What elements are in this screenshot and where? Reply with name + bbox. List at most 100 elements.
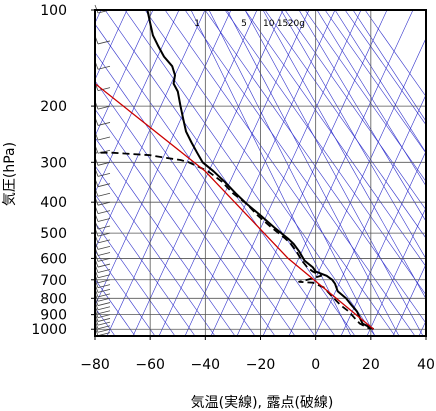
x-tick-label: −80 xyxy=(80,357,110,373)
wind-barb-staff xyxy=(97,284,111,289)
wind-barb-staff xyxy=(97,274,111,279)
bg-line-negative xyxy=(364,10,426,97)
bg-line-steep xyxy=(298,10,426,222)
bg-line-negative xyxy=(95,52,296,336)
wind-barb-staff xyxy=(97,279,111,284)
bg-line-negative xyxy=(95,108,256,336)
wind-barb-staff xyxy=(97,218,111,222)
x-tick-label: −60 xyxy=(135,357,165,373)
bg-line-positive xyxy=(106,10,258,336)
y-axis-title: 気圧(hPa) xyxy=(2,142,18,206)
wind-barb-staff xyxy=(97,269,111,273)
wind-barb-staff xyxy=(97,122,111,126)
bg-line-negative xyxy=(95,165,216,336)
wind-barb-staff xyxy=(97,318,111,322)
wind-barb-staff xyxy=(97,252,111,256)
bg-line-negative xyxy=(104,10,336,336)
wind-barb-staff xyxy=(97,136,111,141)
bg-line-negative xyxy=(324,10,426,154)
wind-barb-staff xyxy=(97,149,111,154)
y-tick-label: 900 xyxy=(40,308,67,324)
x-tick-label: 40 xyxy=(417,357,435,373)
x-tick-label: 20 xyxy=(362,357,380,373)
bg-line-steep xyxy=(280,10,426,260)
wind-barb-staff xyxy=(97,263,111,268)
bg-line-negative xyxy=(344,10,426,126)
mixing-ratio-label: 15 xyxy=(277,19,288,29)
wind-barb-staff xyxy=(97,65,111,70)
bg-line-negative xyxy=(264,10,426,239)
bg-line-negative xyxy=(95,278,136,336)
wind-barb-staff xyxy=(97,288,111,293)
bg-line-positive xyxy=(366,207,426,336)
y-tick-label: 400 xyxy=(40,195,67,211)
bg-line-positive xyxy=(340,150,426,336)
bg-line-steep xyxy=(334,10,426,154)
bg-line-negative xyxy=(95,222,176,336)
bg-line-positive xyxy=(210,10,362,336)
bg-line-negative xyxy=(95,80,276,336)
wind-barb-staff xyxy=(97,192,111,197)
wind-barb-staff xyxy=(97,201,111,206)
bg-line-negative xyxy=(284,10,426,211)
y-tick-label: 500 xyxy=(40,226,67,242)
bg-line-positive xyxy=(288,37,426,336)
wind-barb-staff xyxy=(97,258,111,262)
wind-barb-staff xyxy=(97,173,111,177)
bg-line-steep xyxy=(226,10,400,336)
bg-line-positive xyxy=(95,10,232,307)
mixing-ratio-label: 1 xyxy=(194,19,200,29)
bg-line-steep xyxy=(316,10,426,187)
bg-line-negative xyxy=(304,10,426,183)
mixing-ratio-label: 20g xyxy=(288,19,305,29)
grid xyxy=(95,10,426,336)
y-tick-label: 700 xyxy=(40,273,67,289)
bg-line-positive xyxy=(95,10,154,137)
parcel-path-line xyxy=(95,83,375,330)
wind-barb-staff xyxy=(97,293,111,298)
y-tick-label: 800 xyxy=(40,291,67,307)
x-axis-title: 気温(実線), 露点(破線) xyxy=(191,395,334,411)
wind-barb-staff xyxy=(97,210,111,214)
x-tick-label: −40 xyxy=(191,357,221,373)
background-lines xyxy=(95,10,426,336)
bg-line-positive xyxy=(95,10,206,250)
mixing-ratio-label: 10 xyxy=(263,19,275,29)
wind-barb-staff xyxy=(97,232,111,237)
y-tick-label: 600 xyxy=(40,251,67,267)
bg-line-steep xyxy=(190,10,352,336)
bg-line-positive xyxy=(95,10,180,194)
bg-line-positive xyxy=(132,10,284,336)
mixing-ratio-labels: 1 5 10 15 20g xyxy=(194,19,305,29)
bg-line-steep xyxy=(208,10,376,336)
wind-barb-staff xyxy=(97,87,111,91)
bg-line-negative xyxy=(244,10,426,268)
y-tick-label: 200 xyxy=(40,99,67,115)
bg-line-negative xyxy=(184,10,416,336)
bg-line-negative xyxy=(144,10,376,336)
wind-barb-staff xyxy=(97,328,111,333)
bg-line-steep xyxy=(352,10,426,122)
temperature-line xyxy=(146,10,375,331)
wind-barb-staff xyxy=(97,183,111,188)
wind-barb-staff xyxy=(97,239,111,244)
x-tick-label: 0 xyxy=(311,357,320,373)
wind-barb-staff xyxy=(97,225,111,230)
wind-barb-staff xyxy=(97,325,111,330)
wind-barb-staff xyxy=(97,245,111,250)
mixing-ratio-label: 5 xyxy=(241,19,247,29)
wind-barb-staff xyxy=(97,161,111,166)
bg-line-negative xyxy=(204,10,426,324)
wind-barb-staff xyxy=(97,297,111,302)
wind-barb-staff xyxy=(97,321,111,326)
bg-line-positive xyxy=(236,10,388,336)
wind-barb-staff xyxy=(97,105,111,110)
y-tick-label: 1000 xyxy=(31,322,67,338)
bg-line-steep xyxy=(262,10,426,300)
wind-barb-staff xyxy=(97,314,111,319)
bg-line-negative xyxy=(95,137,236,336)
y-tick-label: 100 xyxy=(40,3,67,19)
